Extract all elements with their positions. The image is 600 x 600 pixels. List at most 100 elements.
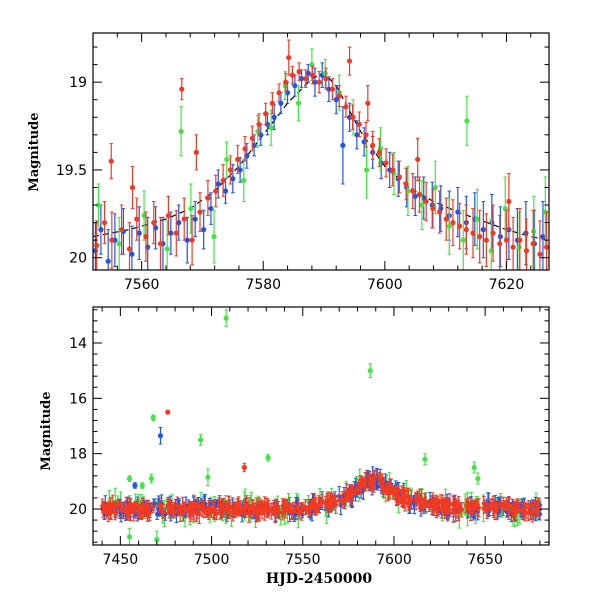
bottom-red-point-367 (453, 499, 458, 517)
bottom-red-point-342-marker (246, 505, 252, 510)
bottom-red-point-303-marker (435, 508, 440, 513)
bottom-red-point-391-marker (400, 495, 405, 501)
top-red-point-12-marker (189, 237, 195, 243)
top-blue-point-19-marker (237, 167, 243, 173)
top-red-point-1 (101, 201, 108, 245)
top-red-point-42 (396, 160, 403, 194)
bottom-red-point-249-marker (323, 500, 328, 506)
top-red-point-2-marker (109, 237, 115, 243)
bottom-red-point-364 (310, 498, 315, 509)
bottom-red-point-307 (421, 497, 426, 515)
top-green-point-6 (224, 141, 230, 178)
top-blue-point-51-marker (480, 227, 486, 233)
top-red-point-64-marker (543, 244, 549, 250)
top-red-point-33-marker (336, 93, 342, 99)
top-green-point-31-marker (464, 118, 470, 124)
bottom-red-point-363 (226, 500, 232, 520)
top-red-point-24-marker (276, 90, 282, 96)
bottom-red-point-396 (140, 497, 145, 514)
top-green-point-16-marker (364, 167, 370, 173)
top-red-point-15-marker (213, 188, 219, 194)
top-red-point-66-marker (129, 184, 136, 191)
bottom-red-point-355 (371, 472, 376, 484)
top-red-point-20 (249, 125, 255, 152)
top-red-point-26 (289, 65, 296, 85)
top-red-point-28-marker (303, 76, 309, 82)
top-red-point-47 (430, 188, 436, 229)
top-red-point-38 (370, 130, 376, 160)
top-light-curve-panel: Magnitude 7560 7580 7600 7620 19 19.5 20 (27, 32, 550, 293)
top-red-point-14-marker (205, 195, 211, 201)
top-red-point-65-marker (108, 158, 114, 164)
bottom-red-point-61 (150, 501, 156, 514)
top-red-point-40 (383, 148, 389, 178)
top-red-point-13-marker (197, 209, 203, 215)
bottom-red-point-243-marker (318, 500, 324, 505)
top-green-point-11-marker (295, 100, 302, 106)
top-blue-point-51 (480, 201, 486, 259)
top-green-point-28 (531, 195, 537, 267)
top-green-point-9-marker (268, 125, 274, 131)
bottom-x-axis-label: HJD-2450000 (266, 571, 373, 587)
top-red-point-7-marker (151, 220, 157, 226)
top-blue-point-1 (98, 204, 104, 255)
top-red-point-71-marker (365, 100, 371, 106)
bottom-red-point-116-marker (337, 498, 342, 503)
top-blue-point-16 (215, 169, 221, 199)
top-blue-point-12 (184, 216, 190, 264)
top-blue-point-27 (292, 74, 298, 97)
top-red-point-44-marker (410, 188, 416, 194)
top-blue-point-3 (112, 213, 118, 267)
top-red-point-48-marker (436, 209, 443, 215)
top-red-point-23 (269, 92, 275, 115)
top-blue-point-53 (497, 206, 503, 267)
top-red-point-60-marker (517, 237, 523, 243)
top-red-point-46 (423, 181, 429, 222)
bottom-red-point-381 (157, 497, 163, 513)
top-red-point-23-marker (269, 100, 275, 106)
bottom-red-point-382 (366, 470, 372, 484)
bottom-red-point-197-marker (333, 502, 339, 507)
top-green-point-6-marker (224, 156, 230, 162)
top-blue-point-11 (176, 204, 182, 241)
bottom-red-point-386 (112, 505, 117, 515)
top-green-point-22 (446, 197, 452, 255)
bottom-red-point-370-marker (472, 502, 477, 507)
top-blue-point-52 (489, 194, 495, 252)
bottom-red-point-312-marker (166, 502, 171, 507)
top-red-point-38-marker (370, 142, 376, 148)
top-green-point-28-marker (531, 228, 537, 234)
top-y-axis-label: Magnitude (27, 112, 42, 191)
top-red-point-62 (530, 209, 536, 270)
bottom-red-point-353 (377, 472, 382, 485)
bottom-red-point-356 (129, 502, 134, 513)
bottom-red-point-379-marker (201, 507, 207, 513)
bottom-red-point-374 (206, 499, 212, 521)
top-red-point-16-marker (220, 177, 226, 184)
top-red-point-58-marker (503, 237, 510, 243)
bottom-red-point-386-marker (112, 507, 117, 513)
top-red-point-59-marker (510, 244, 516, 250)
top-plot-area (93, 39, 549, 270)
bottom-red-point-393 (211, 501, 216, 520)
top-red-point-69 (286, 39, 292, 76)
top-blue-point-58 (540, 201, 546, 270)
top-green-point-3-marker (164, 246, 170, 252)
bottom-red-point-243 (318, 496, 324, 508)
bottom-red-point-264-marker (521, 508, 527, 514)
top-blue-point-14-marker (201, 227, 207, 233)
top-blue-point-58-marker (540, 234, 546, 240)
top-red-point-25-marker (283, 79, 289, 85)
top-red-point-6-marker (143, 234, 149, 240)
top-red-point-56 (490, 204, 496, 262)
top-blue-point-14 (201, 209, 207, 250)
top-red-point-29 (309, 65, 316, 85)
bottom-red-point-376-marker (100, 504, 106, 510)
bottom-red-point-295-marker (456, 502, 461, 508)
top-red-point-9-marker (165, 212, 171, 219)
top-red-point-62-marker (530, 241, 536, 247)
top-blue-point-12-marker (184, 237, 190, 243)
top-red-point-55-marker (483, 237, 489, 243)
top-red-point-50 (450, 199, 456, 246)
bottom-series-red (100, 469, 542, 525)
